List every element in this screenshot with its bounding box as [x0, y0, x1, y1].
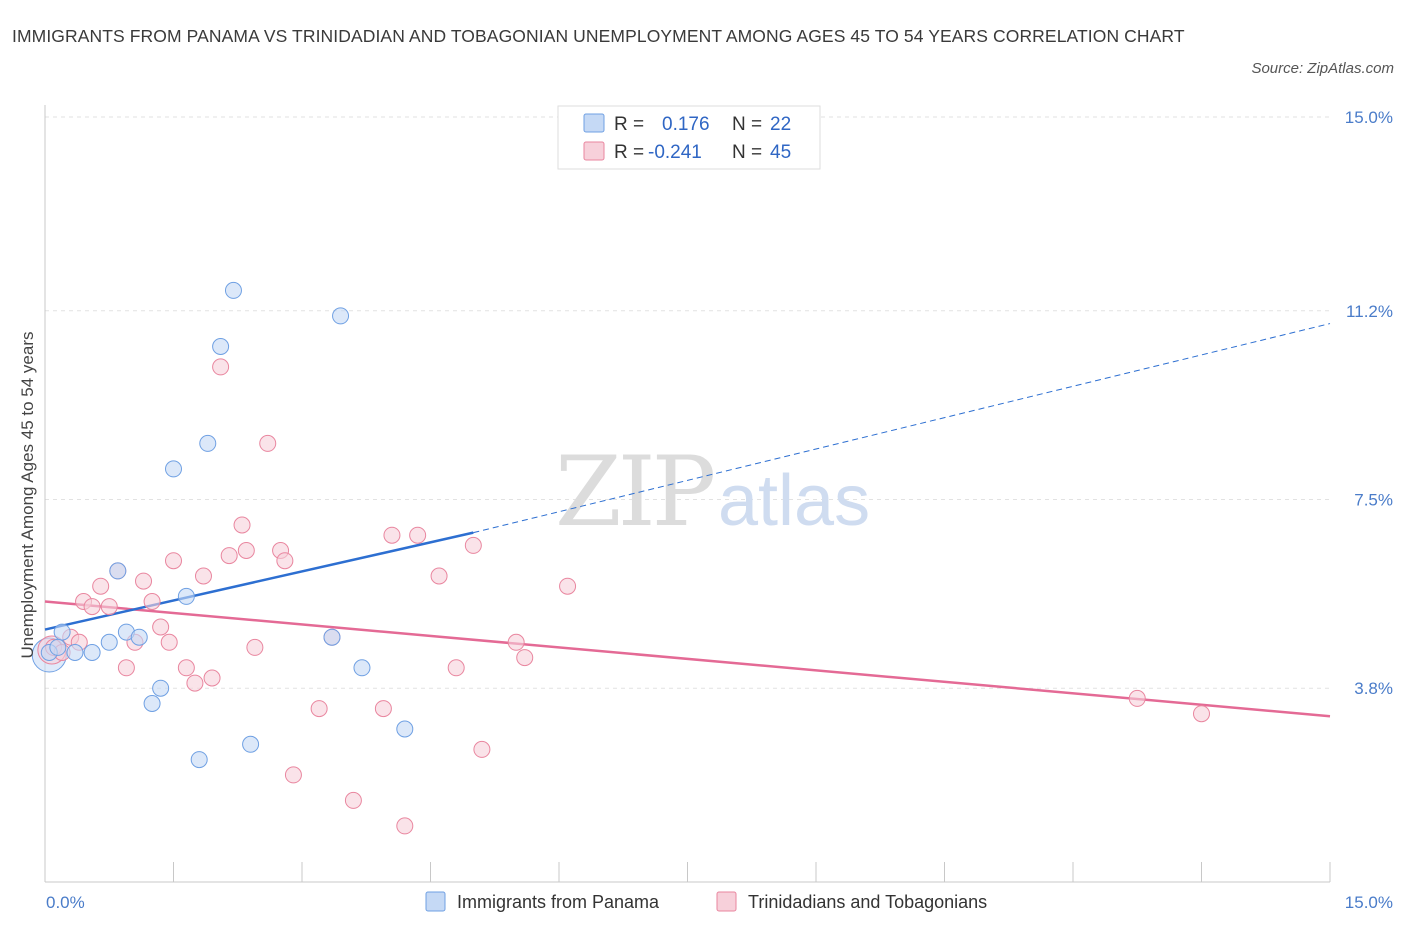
- trend-line-blue: [44, 531, 474, 631]
- y-axis-label: Unemployment Among Ages 45 to 54 years: [18, 332, 37, 659]
- series-legend-label-pink: Trinidadians and Tobagonians: [748, 892, 987, 912]
- point-blue-20: [396, 720, 414, 738]
- point-blue-4: [100, 633, 118, 651]
- point-pink-17: [194, 567, 212, 585]
- point-blue-13: [199, 434, 217, 452]
- data-points: [31, 281, 1210, 835]
- point-pink-16: [186, 674, 204, 692]
- point-blue-8: [143, 695, 161, 712]
- legend-swatch-pink: [583, 141, 605, 161]
- trend-lines: [44, 323, 1331, 718]
- legend-swatch-blue: [583, 113, 605, 133]
- point-pink-26: [276, 552, 294, 570]
- point-pink-41: [559, 577, 577, 595]
- point-pink-12: [152, 618, 170, 636]
- point-blue-18: [323, 628, 341, 646]
- point-pink-28: [310, 700, 328, 718]
- point-pink-8: [117, 659, 135, 677]
- series-legend-swatch-pink: [716, 891, 737, 912]
- point-blue-12: [190, 751, 208, 769]
- point-blue-1: [53, 623, 71, 641]
- chart-title: IMMIGRANTS FROM PANAMA VS TRINIDADIAN AN…: [12, 26, 1185, 46]
- point-pink-38: [473, 740, 491, 758]
- point-pink-22: [237, 542, 255, 559]
- point-pink-6: [100, 598, 118, 616]
- stats-legend: R = 0.176 N = 22 R = -0.241 N = 45: [557, 105, 821, 170]
- point-blue-17: [332, 307, 350, 325]
- x-tick-label-1: 15.0%: [1345, 893, 1393, 912]
- point-pink-20: [220, 547, 238, 565]
- point-pink-42: [1128, 689, 1146, 707]
- point-pink-4: [83, 598, 101, 616]
- point-pink-40: [516, 649, 534, 667]
- point-pink-33: [396, 817, 414, 835]
- y-tick-label-0: 3.8%: [1354, 679, 1393, 698]
- point-blue-15: [224, 281, 242, 299]
- axes: [44, 105, 1331, 883]
- point-blue-3: [83, 644, 101, 661]
- point-blue-5: [109, 562, 127, 580]
- legend-r-value-1: 0.176: [662, 114, 710, 135]
- point-blue-21: [49, 638, 67, 656]
- point-pink-27: [284, 766, 302, 784]
- point-pink-11: [143, 593, 161, 610]
- point-pink-30: [344, 791, 362, 809]
- watermark-zip: ZIP: [555, 436, 714, 548]
- trend-line-pink: [44, 600, 1331, 718]
- point-pink-5: [92, 577, 110, 595]
- point-pink-34: [409, 526, 427, 544]
- x-tick-label-0: 0.0%: [46, 893, 85, 912]
- y-tick-labels: 3.8% 7.5% 11.2% 15.0%: [1345, 108, 1393, 698]
- point-pink-15: [177, 659, 195, 677]
- series-legend-label-blue: Immigrants from Panama: [457, 892, 660, 912]
- point-pink-19: [212, 358, 230, 376]
- point-pink-31: [374, 700, 392, 718]
- point-pink-14: [165, 552, 182, 570]
- point-blue-7: [130, 628, 148, 646]
- y-tick-label-2: 11.2%: [1346, 302, 1393, 321]
- point-pink-18: [203, 669, 221, 687]
- gridlines: [45, 116, 1330, 689]
- point-pink-10: [135, 572, 153, 590]
- series-legend-swatch-blue: [425, 891, 446, 912]
- point-pink-23: [246, 638, 264, 656]
- point-blue-19: [353, 659, 371, 677]
- point-blue-11: [177, 587, 195, 605]
- x-tick-labels: 0.0% 15.0%: [46, 893, 1393, 912]
- y-tick-label-3: 15.0%: [1345, 108, 1393, 127]
- point-pink-35: [430, 567, 448, 585]
- point-pink-21: [233, 516, 251, 534]
- trend-line-blue-extension: [473, 323, 1331, 534]
- point-pink-32: [383, 526, 401, 544]
- legend-n-value-1: 22: [770, 114, 791, 135]
- legend-n-label-2: N =: [732, 142, 762, 163]
- point-blue-16: [242, 735, 260, 753]
- legend-r-label-1: R =: [614, 114, 644, 135]
- point-blue-2: [66, 644, 84, 661]
- point-pink-24: [259, 434, 277, 452]
- legend-r-label-2: R =: [614, 142, 644, 163]
- chart-source: Source: ZipAtlas.com: [1251, 60, 1394, 77]
- series-legend: Immigrants from Panama Trinidadians and …: [425, 891, 987, 912]
- legend-n-value-2: 45: [770, 142, 791, 163]
- point-pink-37: [464, 536, 482, 554]
- point-blue-14: [212, 338, 230, 355]
- point-pink-39: [507, 633, 525, 651]
- watermark-atlas: atlas: [718, 461, 870, 541]
- y-tick-label-1: 7.5%: [1354, 491, 1393, 510]
- point-pink-13: [160, 633, 178, 651]
- legend-r-value-2: -0.241: [648, 142, 702, 163]
- legend-n-label-1: N =: [732, 114, 762, 135]
- point-pink-36: [447, 659, 465, 677]
- watermark: ZIP atlas: [555, 436, 870, 548]
- point-blue-9: [152, 679, 170, 697]
- point-blue-10: [165, 460, 182, 478]
- point-pink-43: [1193, 705, 1210, 723]
